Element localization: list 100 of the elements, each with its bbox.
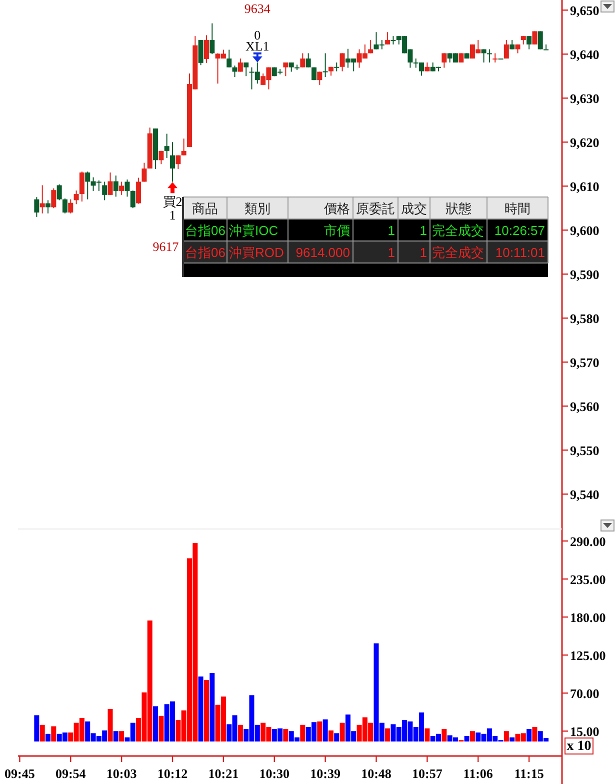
y-tick-label: 290.00 <box>570 534 606 549</box>
bar <box>300 724 306 742</box>
candlestick <box>317 71 322 86</box>
bar <box>40 724 45 742</box>
bar <box>317 721 322 742</box>
candlestick <box>176 154 181 170</box>
bar <box>510 737 515 742</box>
category-label: 成交 <box>401 201 427 216</box>
x-tick-label: 09:45 <box>4 766 36 781</box>
annotation: 1 <box>420 223 427 238</box>
y-tick-label: 9,610 <box>570 179 600 194</box>
category-label: 狀態 <box>446 201 472 216</box>
annotation: 1 <box>388 223 395 238</box>
bar <box>210 673 215 742</box>
bar <box>119 731 124 742</box>
bar <box>328 730 334 742</box>
x-tick-label: 10:48 <box>361 766 392 781</box>
x-tick-label: 09:54 <box>55 766 86 781</box>
bar <box>504 731 509 742</box>
candlestick <box>504 40 509 60</box>
candlestick <box>164 133 170 158</box>
bar <box>340 722 345 742</box>
annotation: 完全成交 <box>432 223 484 238</box>
candlestick <box>198 40 204 66</box>
annotation: 1 <box>169 207 176 222</box>
y-tick-label: 9,580 <box>570 311 600 326</box>
candlestick <box>390 36 396 45</box>
bar <box>526 729 532 742</box>
x-tick-label: 10:03 <box>106 766 138 781</box>
y-tick-label: 9,600 <box>570 223 600 238</box>
category-label: 時間 <box>504 201 530 216</box>
y-tick-label: 9,640 <box>570 47 600 62</box>
candlestick <box>544 44 549 50</box>
text: x 10 <box>566 739 592 754</box>
y-tick-label: 9,550 <box>570 443 600 458</box>
candlestick <box>322 52 328 78</box>
candlestick <box>526 36 532 50</box>
candlestick <box>486 48 492 63</box>
candlestick <box>102 181 108 201</box>
bar <box>464 736 470 742</box>
bar <box>322 719 328 742</box>
bar <box>334 733 340 742</box>
bar <box>424 728 430 742</box>
candlestick <box>538 30 543 50</box>
bar <box>238 724 243 742</box>
candlestick <box>238 58 243 72</box>
candlestick <box>300 52 306 68</box>
category-label: 價格 <box>324 201 350 216</box>
candlestick <box>244 62 249 77</box>
candlestick <box>130 190 136 209</box>
candlestick <box>79 171 84 202</box>
candlestick <box>62 198 68 214</box>
y-tick-label: 70.00 <box>570 686 600 702</box>
y-tick-label: 9,590 <box>570 267 600 282</box>
candlestick <box>283 62 288 77</box>
annotation: 沖買ROD <box>229 245 284 260</box>
y-tick-label: 9,560 <box>570 399 600 414</box>
candlestick <box>385 32 390 45</box>
y-tick-label: 180.00 <box>570 610 606 626</box>
category-label: 類別 <box>244 201 270 216</box>
candlestick <box>181 138 186 156</box>
candlestick <box>340 52 345 72</box>
annotation: 買2 <box>162 194 182 210</box>
candlestick <box>170 142 176 182</box>
candlestick <box>56 184 62 201</box>
category-label: 原委託 <box>356 201 395 216</box>
annotation: 台指06 <box>185 245 226 260</box>
bar <box>153 706 158 742</box>
bar <box>470 731 475 742</box>
bar <box>51 726 56 742</box>
annotation: 10:26:57 <box>494 223 545 238</box>
bar <box>204 680 209 742</box>
candlestick <box>442 52 447 68</box>
bar <box>198 676 204 742</box>
candlestick <box>204 34 209 64</box>
candlestick <box>532 30 538 45</box>
annotation: 市價 <box>324 223 350 238</box>
candlestick <box>334 62 340 72</box>
bar <box>34 715 40 742</box>
y-tick-label: 9,650 <box>570 3 600 18</box>
candlestick <box>113 175 118 198</box>
y-tick-label: 9,620 <box>570 135 600 150</box>
candlestick <box>210 22 215 55</box>
annotation: 完全成交 <box>432 245 484 260</box>
candlestick <box>306 52 311 68</box>
x-tick-label: 10:30 <box>259 766 290 781</box>
candlestick <box>74 190 79 205</box>
annotation: 0 <box>254 27 261 42</box>
candlestick <box>232 65 238 78</box>
candlestick <box>158 150 164 165</box>
y-tick-label: 15.00 <box>570 724 600 740</box>
category-label: 商品 <box>192 201 218 216</box>
x-tick-label: 11:06 <box>463 766 494 781</box>
candlestick <box>492 52 498 63</box>
bar <box>532 726 538 742</box>
annotation: 1 <box>420 245 427 260</box>
candlestick <box>510 40 515 50</box>
annotation: 台指06 <box>185 223 226 238</box>
candlestick <box>108 172 113 196</box>
y-tick-label: 9,630 <box>570 91 600 106</box>
